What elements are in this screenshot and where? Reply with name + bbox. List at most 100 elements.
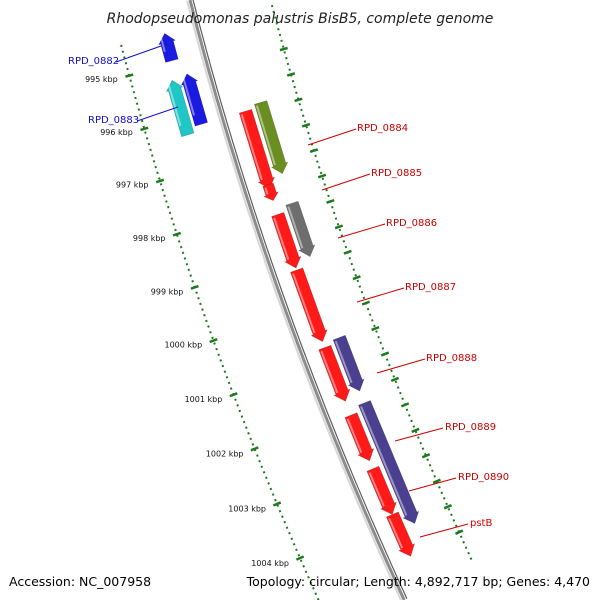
- kbp-tick-label: 1002 kbp: [206, 449, 244, 458]
- gene-label-RPD_0887[interactable]: RPD_0887: [405, 282, 456, 293]
- gene-label-leader: [136, 106, 179, 122]
- gene-arrow-RPD_0889: [344, 412, 375, 462]
- gene-label-leader: [394, 427, 444, 442]
- gene-arrow-highlight: [287, 206, 304, 249]
- backbone-edge: [192, 0, 408, 599]
- gene-arrow-highlight: [240, 114, 263, 181]
- backbone-line: [188, 0, 406, 600]
- backbone-shadow: [186, 0, 403, 600]
- accession-text: Accession: NC_007958: [9, 574, 151, 589]
- gene-label-leader: [356, 287, 405, 303]
- right-tick-rail: [270, 4, 474, 564]
- gene-label-leader: [408, 477, 457, 492]
- kbp-tick-mark: [209, 337, 218, 344]
- gene-arrow-highlight: [182, 76, 196, 116]
- gene-arrow-pstB: [386, 511, 415, 557]
- gene-arrow-RPD_0884: [238, 109, 276, 190]
- gene-label-RPD_0890[interactable]: RPD_0890: [458, 472, 509, 483]
- gene-label-RPD_0889[interactable]: RPD_0889: [445, 422, 496, 433]
- right-tick-mark: [301, 122, 311, 128]
- right-tick-mark: [371, 325, 380, 332]
- right-tick-mark: [400, 402, 410, 408]
- gene-arrow-RPD_0882: [158, 32, 179, 63]
- kbp-tick-mark: [190, 284, 199, 290]
- kbp-tick-label: 1001 kbp: [185, 395, 223, 404]
- right-tick-mark: [286, 72, 296, 77]
- gene-arrow-highlight: [292, 273, 316, 334]
- gene-label-leader: [376, 358, 426, 374]
- kbp-tick-label: 995 kbp: [85, 75, 118, 84]
- kbp-tick-label: 1000 kbp: [164, 341, 202, 350]
- gene-arrow-highlight: [346, 418, 363, 453]
- right-tick-mark: [309, 148, 319, 154]
- gene-arrow-RPD_0888: [318, 344, 351, 402]
- gene-label-RPD_0885[interactable]: RPD_0885: [371, 168, 422, 179]
- kbp-tick-mark: [140, 126, 149, 132]
- kbp-tick-mark: [125, 73, 134, 78]
- kbp-tick-mark: [250, 446, 259, 452]
- gene-label-RPD_0886[interactable]: RPD_0886: [386, 218, 437, 229]
- genome-summary-text: Topology: circular; Length: 4,892,717 bp…: [246, 574, 590, 589]
- kbp-tick-mark: [172, 231, 182, 237]
- right-tick-mark: [432, 478, 441, 484]
- gene-labels: RPD_0882 RPD_0883 RPD_0884 RPD_0885 RPD_0886…: [68, 45, 509, 538]
- kbp-tick-mark: [229, 392, 238, 398]
- right-tick-mark: [317, 173, 327, 179]
- tick-rails: [120, 4, 474, 600]
- kbp-tick-label: 1003 kbp: [228, 505, 266, 514]
- right-tick-mark: [343, 249, 352, 255]
- gene-label-leader: [115, 45, 162, 63]
- right-tick-mark: [443, 503, 453, 510]
- right-tick-mark: [380, 351, 390, 357]
- kbp-tick-mark: [272, 501, 282, 507]
- gene-label-RPD_0882[interactable]: RPD_0882: [68, 56, 119, 67]
- right-tick-mark: [411, 427, 420, 434]
- gene-arrow-highlight: [388, 517, 404, 549]
- gene-arrow-highlight: [368, 472, 385, 507]
- gene-label-RPD_0884[interactable]: RPD_0884: [357, 123, 408, 134]
- gene-arrow-highlight: [167, 83, 182, 127]
- gene-arrow-RPD_0886-cog: [285, 200, 316, 258]
- kbp-tick-label: 997 kbp: [116, 181, 149, 190]
- gene-arrow-highlight: [320, 350, 339, 394]
- kbp-tick-label: 998 kbp: [133, 234, 166, 243]
- map-title: Rhodopseudomonas palustris BisB5, comple…: [107, 11, 494, 27]
- gene-arrow-highlight: [334, 340, 353, 384]
- right-tick-mark: [454, 529, 464, 535]
- gene-label-leader: [307, 128, 357, 146]
- gene-arrow-RPD_0884-cog: [254, 100, 289, 175]
- gene-label-leader: [321, 173, 371, 191]
- right-tick-mark: [334, 224, 344, 230]
- gene-arrow-RPD_0890: [366, 465, 397, 515]
- gene-label-leader: [419, 523, 469, 538]
- right-tick-mark: [326, 198, 335, 204]
- gene-label-RPD_0883[interactable]: RPD_0883: [88, 115, 139, 126]
- kbp-tick-mark: [295, 555, 305, 561]
- right-tick-mark: [294, 97, 303, 103]
- gene-arrow-highlight: [273, 217, 290, 260]
- gene-arrow-RPD_0887: [290, 267, 328, 343]
- gene-arrow-RPD_0889-0890-cog: [358, 400, 420, 524]
- kbp-tick-mark: [155, 178, 165, 184]
- gene-arrow-RPD_0888-cog: [332, 334, 365, 392]
- gene-arrow-highlight: [255, 105, 276, 166]
- right-tick-mark: [390, 376, 400, 383]
- gene-arrow-RPD_0886: [271, 212, 302, 269]
- right-tick-mark: [279, 46, 289, 52]
- gene-arrow-RPD_0885: [262, 182, 279, 201]
- kbp-tick-labels: 995 kbp 996 kbp 997 kbp 998 kbp 999 kbp 1000 …: [85, 75, 289, 568]
- gene-arrow-RPD_0883-cog: [165, 79, 195, 138]
- gene-label-RPD_0888[interactable]: RPD_0888: [426, 353, 477, 364]
- kbp-tick-label: 996 kbp: [100, 128, 133, 137]
- gene-arrow-highlight: [264, 187, 269, 195]
- gene-arrow-highlight: [360, 406, 408, 516]
- right-tick-mark: [352, 275, 361, 281]
- right-tick-mark: [421, 453, 431, 459]
- gene-arrow-highlight: [159, 36, 166, 53]
- right-tick-mark: [361, 300, 371, 306]
- gene-arrow-RPD_0883: [180, 73, 208, 127]
- gene-label-pstB[interactable]: pstB: [470, 518, 492, 529]
- kbp-tick-label: 999 kbp: [151, 287, 184, 296]
